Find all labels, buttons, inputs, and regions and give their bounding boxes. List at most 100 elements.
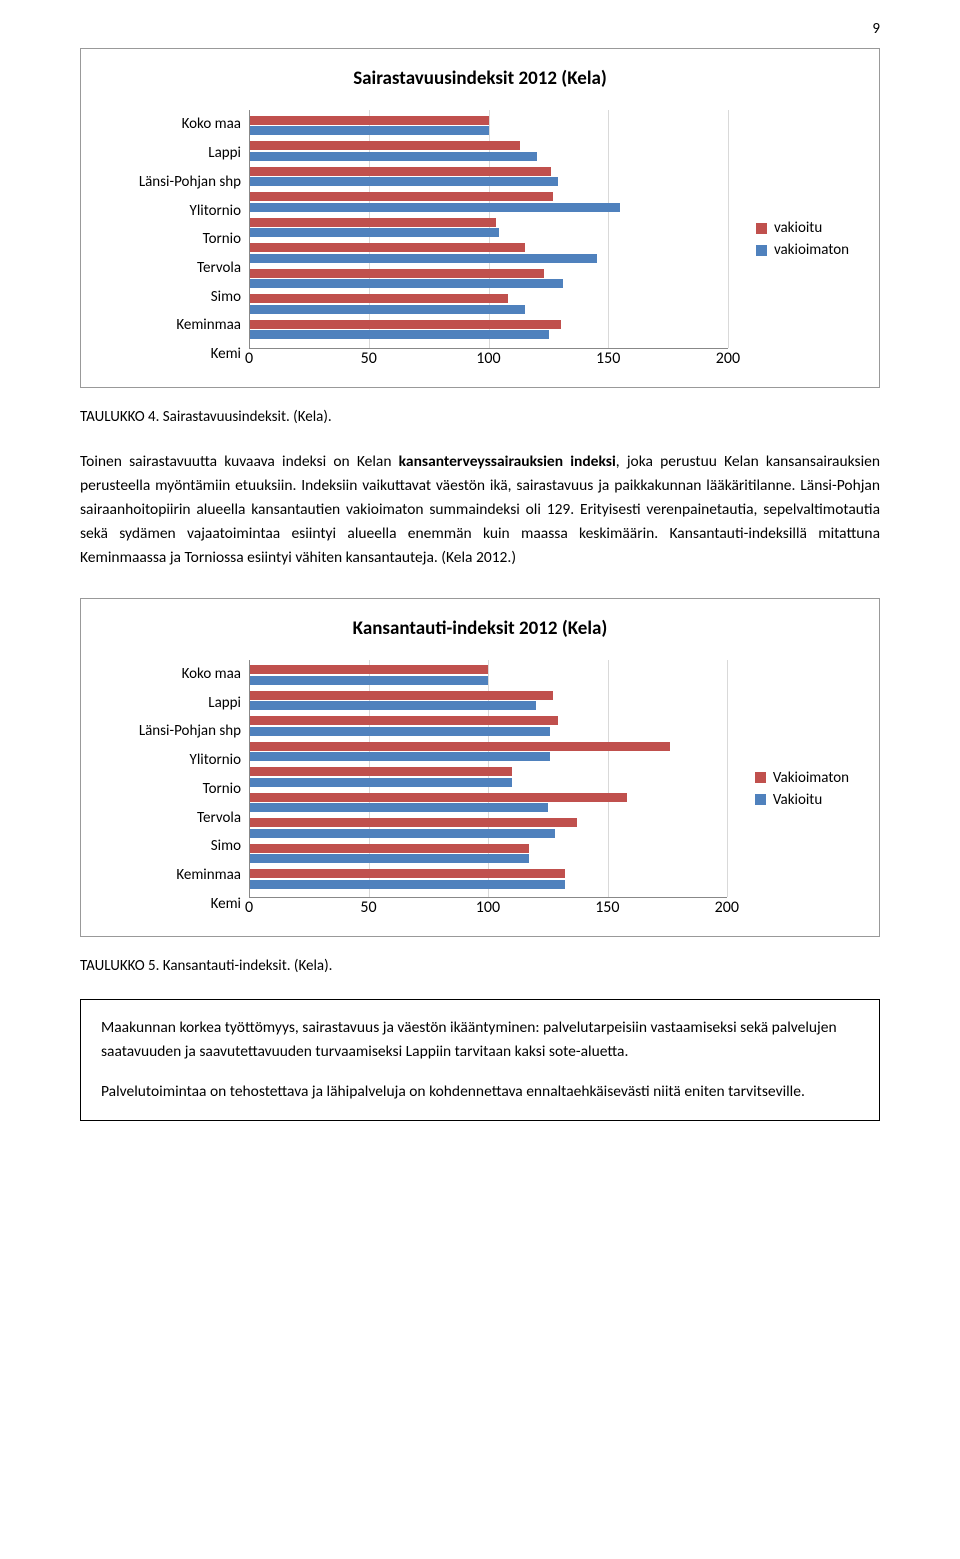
para1-bold: kansanterveyssairauksien indeksi xyxy=(399,452,616,471)
category-label: Tervola xyxy=(111,806,241,830)
x-tick: 200 xyxy=(716,349,740,368)
bar-group xyxy=(250,742,727,766)
bar-group xyxy=(250,844,727,868)
bar xyxy=(250,752,550,761)
legend-label: vakioitu xyxy=(774,219,822,237)
bar xyxy=(250,767,512,776)
bar xyxy=(250,854,529,863)
bar xyxy=(250,676,488,685)
legend-item: vakioitu xyxy=(756,219,849,237)
legend-label: Vakioimaton xyxy=(773,769,849,787)
chart1-ylabels: Koko maaLappiLänsi-Pohjan shpYlitornioTo… xyxy=(111,110,249,369)
chart2-title: Kansantauti-indeksit 2012 (Kela) xyxy=(111,617,849,640)
chart2-area xyxy=(249,660,727,899)
x-tick: 0 xyxy=(245,898,253,917)
bar xyxy=(250,305,525,314)
bar xyxy=(250,141,520,150)
callout-p1: Maakunnan korkea työttömyys, sairastavuu… xyxy=(101,1016,859,1064)
bar xyxy=(250,203,620,212)
bar-group xyxy=(250,767,727,791)
category-label: Ylitornio xyxy=(111,748,241,772)
bar xyxy=(250,701,536,710)
bar-group xyxy=(250,243,728,267)
x-tick: 200 xyxy=(715,898,739,917)
bar xyxy=(250,727,550,736)
bar xyxy=(250,869,565,878)
bar-group xyxy=(250,192,728,216)
bar xyxy=(250,716,558,725)
bar-group xyxy=(250,665,727,689)
bar xyxy=(250,269,544,278)
caption2: TAULUKKO 5. Kansantauti-indeksit. (Kela)… xyxy=(80,957,880,975)
callout-p2: Palvelutoimintaa on tehostettava ja lähi… xyxy=(101,1080,859,1104)
x-tick: 50 xyxy=(361,349,377,368)
category-label: Lappi xyxy=(111,141,241,165)
bar xyxy=(250,665,488,674)
bar xyxy=(250,228,499,237)
chart2-body: Koko maa Lappi Länsi-Pohjan shp Ylitornio To… xyxy=(111,660,849,919)
bar xyxy=(250,880,565,889)
bar-group xyxy=(250,869,727,893)
x-tick: 100 xyxy=(476,349,500,368)
category-label: Koko maa xyxy=(111,112,241,136)
x-tick: 0 xyxy=(245,349,253,368)
bar xyxy=(250,167,551,176)
chart1-legend: vakioitu vakioimaton xyxy=(728,215,849,263)
legend-swatch xyxy=(755,772,766,783)
bar xyxy=(250,116,489,125)
bar-group xyxy=(250,116,728,140)
chart1-title: Sairastavuusindeksit 2012 (Kela) xyxy=(111,67,849,90)
legend-swatch xyxy=(755,794,766,805)
category-label: Länsi-Pohjan shp xyxy=(111,170,241,194)
bar xyxy=(250,294,508,303)
bar-group xyxy=(250,691,727,715)
category-label: Länsi-Pohjan shp xyxy=(111,719,241,743)
category-label: Kemi xyxy=(111,342,241,366)
bar-group xyxy=(250,818,727,842)
category-label: Simo xyxy=(111,285,241,309)
legend-label: Vakioitu xyxy=(773,791,822,809)
category-label: Tornio xyxy=(111,777,241,801)
caption1: TAULUKKO 4. Sairastavuusindeksit. (Kela)… xyxy=(80,408,880,426)
category-label: Kemi xyxy=(111,892,241,916)
bar xyxy=(250,320,561,329)
bar-group xyxy=(250,141,728,165)
legend-item: vakioimaton xyxy=(756,241,849,259)
chart1-container: Sairastavuusindeksit 2012 (Kela) Koko ma… xyxy=(80,48,880,388)
category-label: Keminmaa xyxy=(111,863,241,887)
category-label: Simo xyxy=(111,834,241,858)
x-tick: 100 xyxy=(476,898,500,917)
bar-group xyxy=(250,793,727,817)
paragraph1: Toinen sairastavuutta kuvaava indeksi on… xyxy=(80,450,880,570)
x-tick: 50 xyxy=(360,898,376,917)
legend-item: Vakioimaton xyxy=(755,769,849,787)
legend-swatch xyxy=(756,245,767,256)
category-label: Keminmaa xyxy=(111,313,241,337)
bar xyxy=(250,793,627,802)
bar xyxy=(250,126,489,135)
bar-group xyxy=(250,269,728,293)
bar xyxy=(250,218,496,227)
legend-item: Vakioitu xyxy=(755,791,849,809)
x-tick: 150 xyxy=(595,898,619,917)
bar-group xyxy=(250,294,728,318)
x-tick: 150 xyxy=(596,349,620,368)
chart1-xaxis: 050100150200 xyxy=(249,349,728,369)
bar xyxy=(250,778,512,787)
grid-line xyxy=(728,110,729,348)
category-label: Koko maa xyxy=(111,662,241,686)
bar xyxy=(250,330,549,339)
chart2-plot: Koko maa Lappi Länsi-Pohjan shp Ylitornio To… xyxy=(111,660,727,919)
grid-line xyxy=(727,660,728,898)
chart2-container: Kansantauti-indeksit 2012 (Kela) Koko ma… xyxy=(80,598,880,938)
bar xyxy=(250,803,548,812)
bar xyxy=(250,152,537,161)
chart2-legend: Vakioimaton Vakioitu xyxy=(727,765,849,813)
page-number: 9 xyxy=(80,20,880,38)
bar xyxy=(250,844,529,853)
bar xyxy=(250,192,553,201)
category-label: Lappi xyxy=(111,691,241,715)
chart2-xaxis: 050100150200 xyxy=(249,898,727,918)
chart2-ylabels: Koko maa Lappi Länsi-Pohjan shp Ylitornio To… xyxy=(111,660,249,919)
bar xyxy=(250,691,553,700)
